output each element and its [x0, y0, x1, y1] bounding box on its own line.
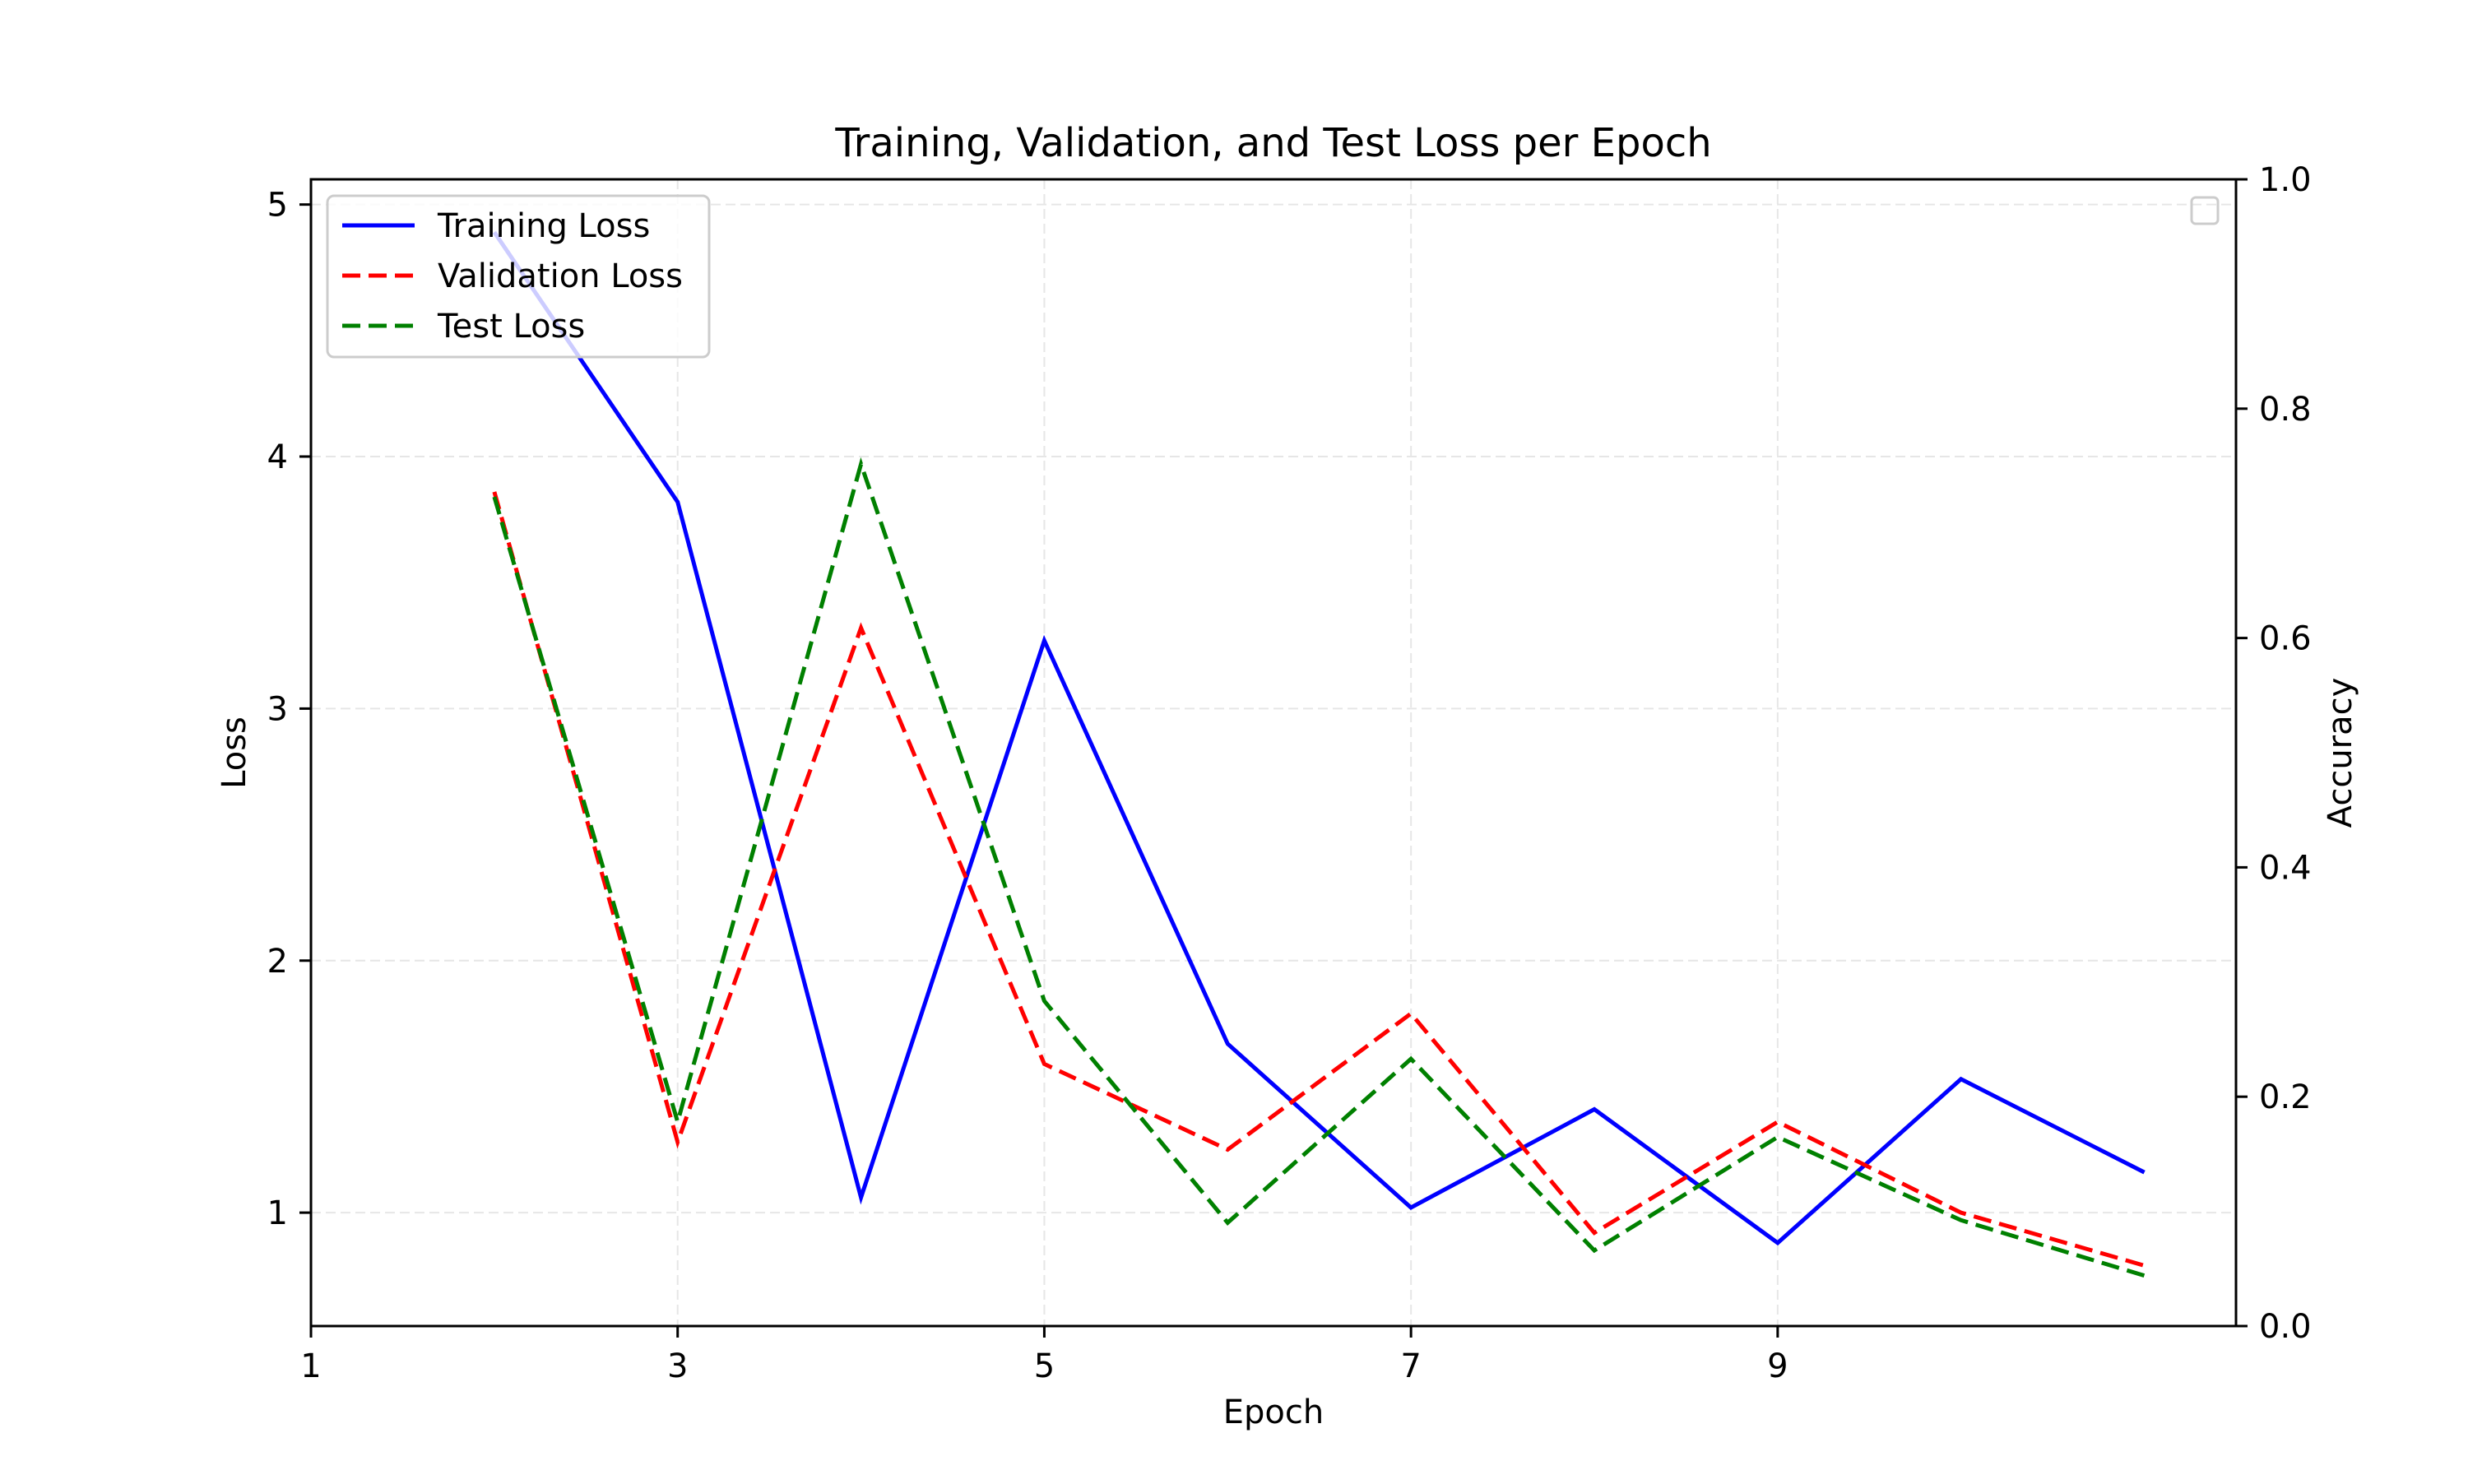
series-line-training-loss [492, 230, 2146, 1246]
series-line-validation-loss [492, 491, 2146, 1268]
y2-tick-label: 1.0 [2259, 161, 2312, 199]
legend-label: Test Loss [437, 308, 585, 345]
legend: Training Loss Validation Loss Test Loss [326, 194, 711, 359]
plot-frame [309, 178, 2238, 1328]
y-tick-label: 4 [267, 438, 288, 476]
y2-tick-label: 0.4 [2259, 849, 2312, 887]
x-tick-label: 3 [667, 1347, 688, 1385]
x-tick-label: 5 [1034, 1347, 1055, 1385]
y-tick-label: 3 [267, 690, 288, 728]
legend-label: Training Loss [437, 207, 650, 245]
y-tick-label: 2 [267, 943, 288, 981]
y2-tick-label: 0.0 [2259, 1308, 2312, 1346]
y-axis-title: Loss [216, 716, 253, 789]
y2-tick-label: 0.2 [2259, 1078, 2312, 1116]
x-tick-label: 7 [1400, 1347, 1421, 1385]
series-line-test-loss [492, 457, 2146, 1278]
y2-tick-label: 0.6 [2259, 620, 2312, 658]
x-tick-label: 1 [300, 1347, 321, 1385]
series-lines [492, 230, 2146, 1278]
chart-title: Training, Validation, and Test Loss per … [834, 120, 1711, 166]
y2-tick-label: 0.8 [2259, 391, 2312, 429]
legend-box [326, 194, 711, 359]
x-axis-title: Epoch [1223, 1394, 1324, 1431]
empty-legend-box [2190, 196, 2220, 225]
y-tick-label: 1 [267, 1194, 288, 1232]
legend-label: Validation Loss [438, 257, 683, 295]
axis-ticks: 1 3 5 7 9 1 2 3 4 5 0.0 0.2 0.4 0.6 0.8 1.0 [267, 161, 2312, 1385]
x-tick-label: 9 [1767, 1347, 1788, 1385]
y2-axis-title: Accuracy [2322, 678, 2359, 828]
y-tick-label: 5 [267, 187, 288, 225]
